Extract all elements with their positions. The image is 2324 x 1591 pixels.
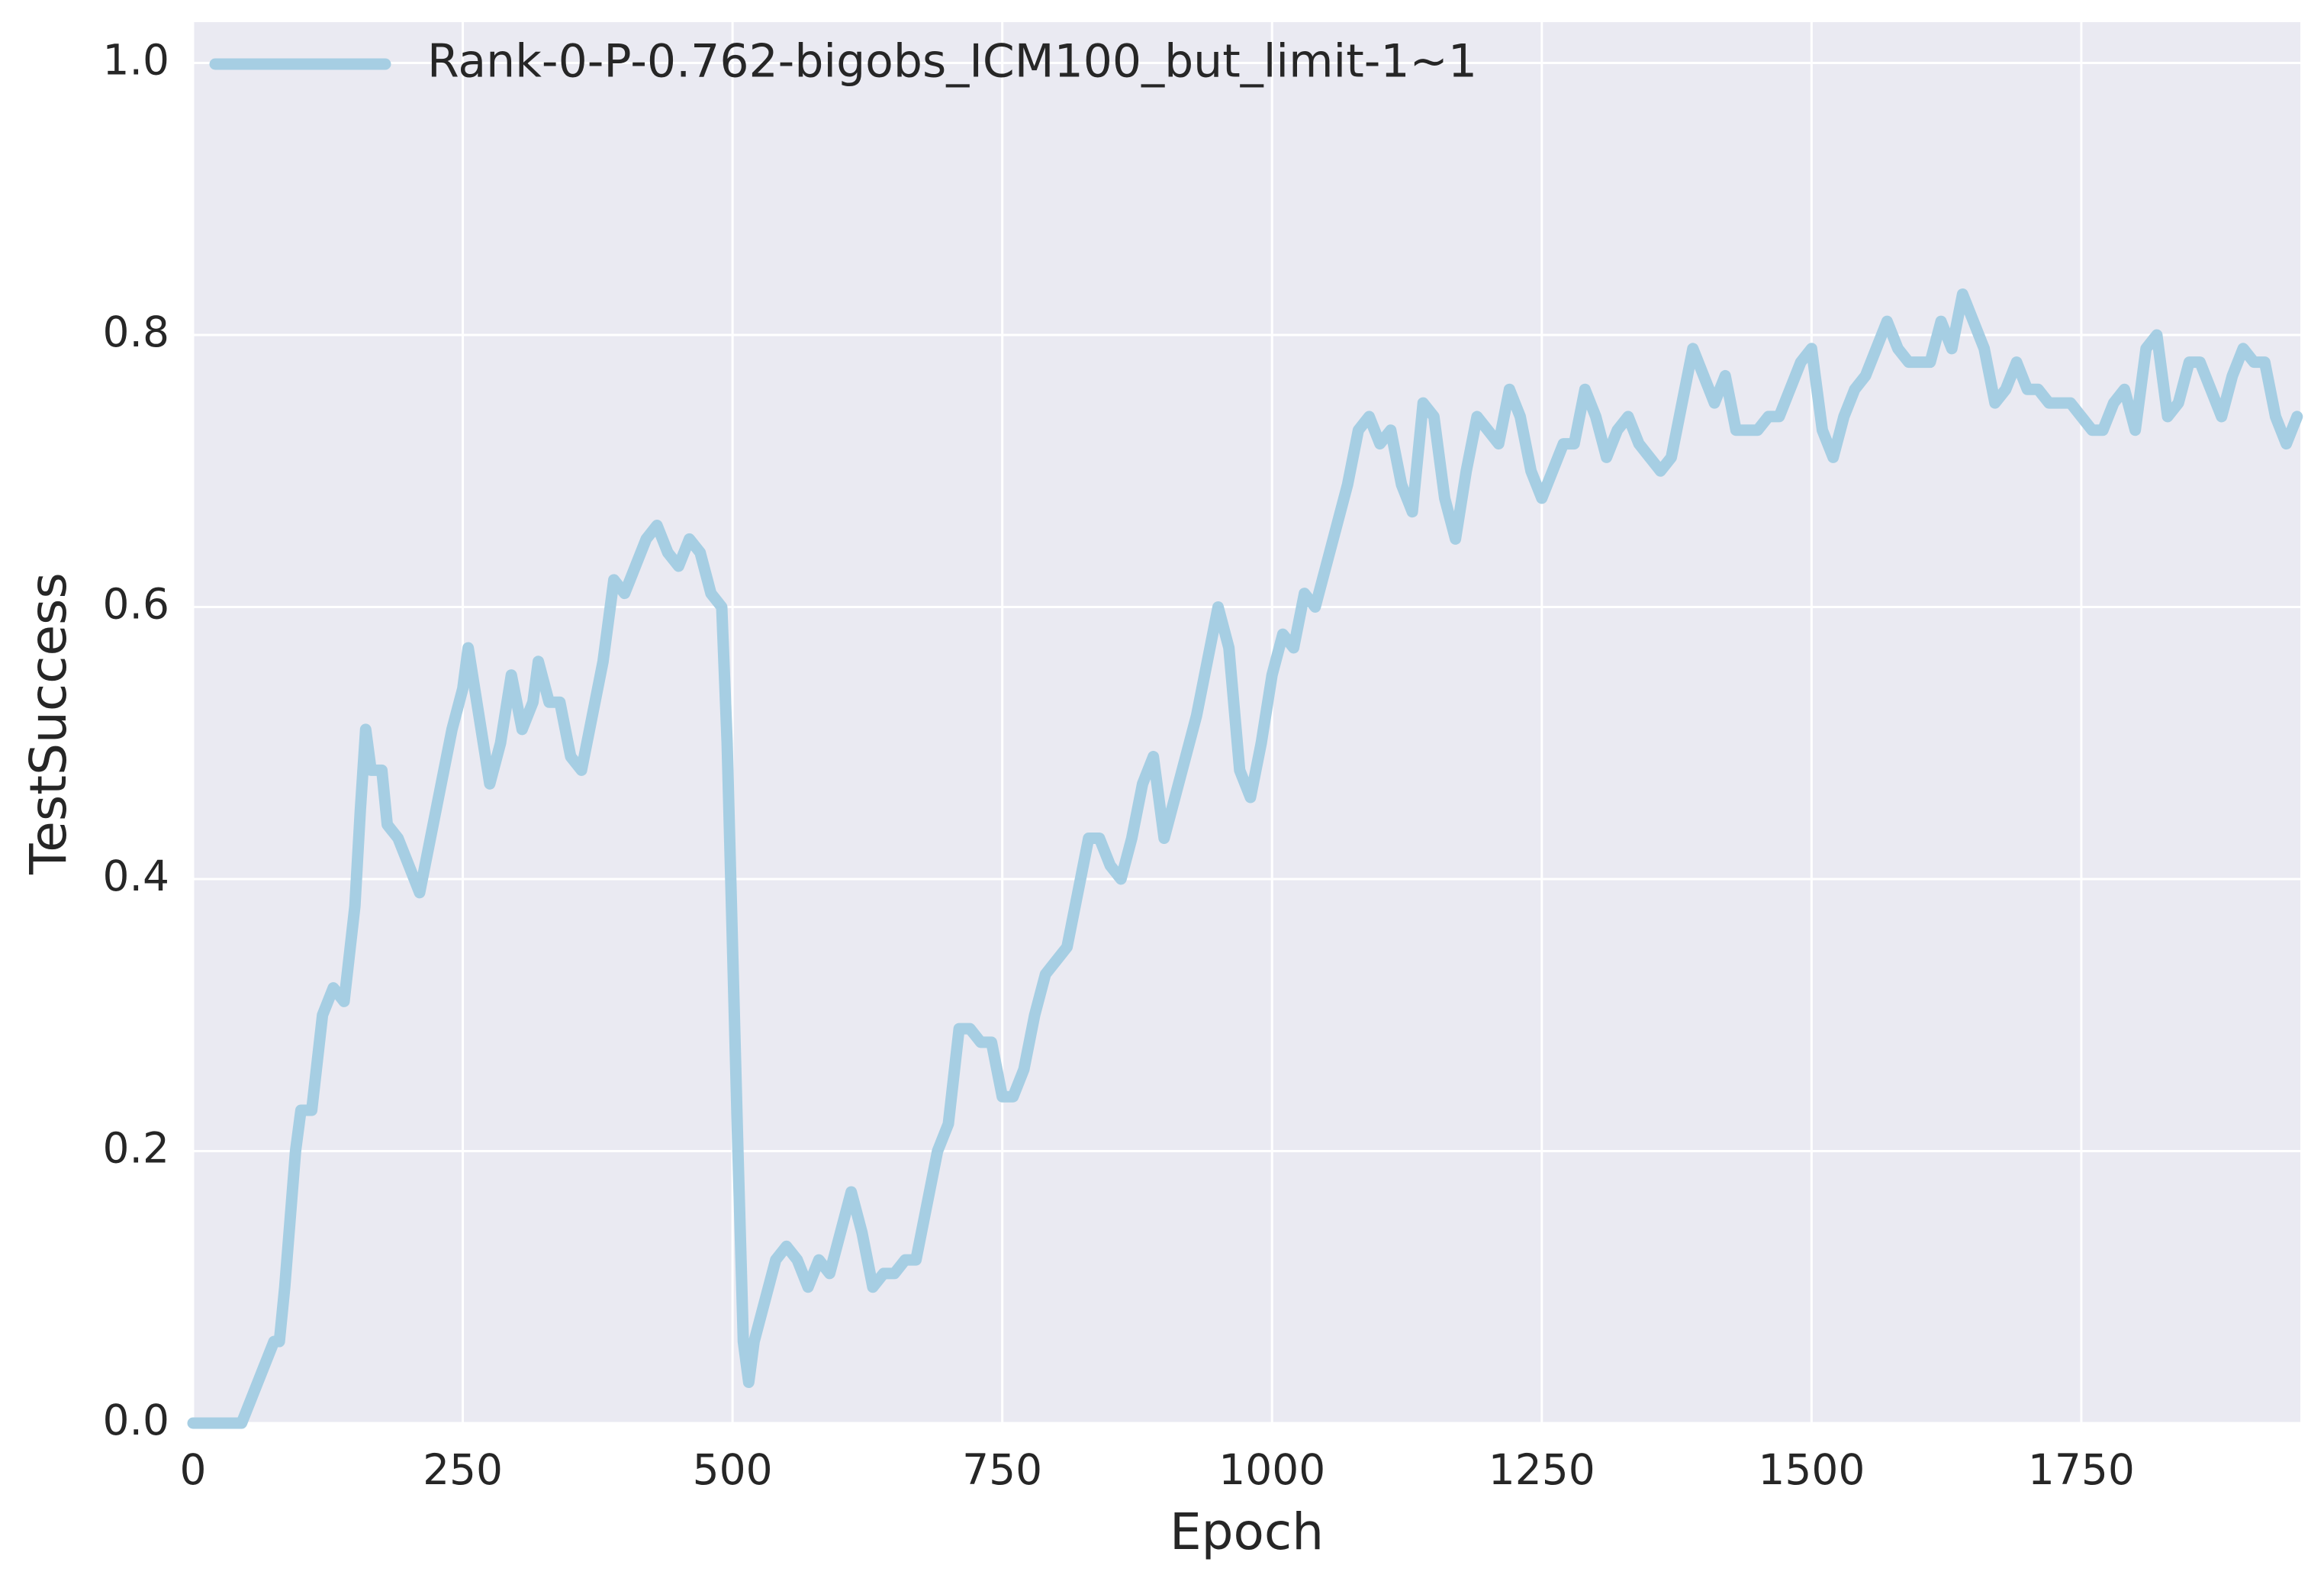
x-tick-label: 250 [423, 1445, 503, 1494]
plot-area [193, 22, 2300, 1423]
x-tick-label: 1250 [1489, 1445, 1595, 1494]
x-axis-label: Epoch [1170, 1502, 1324, 1561]
y-axis-label: TestSuccess [19, 572, 78, 875]
x-tick-label: 500 [693, 1445, 773, 1494]
x-tick-label: 750 [962, 1445, 1042, 1494]
y-tick-label: 0.8 [103, 308, 169, 356]
x-tick-label: 0 [180, 1445, 207, 1494]
x-tick-label: 1500 [1758, 1445, 1865, 1494]
y-tick-label: 0.4 [103, 852, 169, 900]
y-tick-label: 0.2 [103, 1124, 169, 1173]
y-tick-label: 0.0 [103, 1396, 169, 1444]
legend-label: Rank-0-P-0.762-bigobs_ICM100_but_limit-1… [427, 35, 1477, 89]
y-tick-label: 1.0 [103, 36, 169, 85]
x-tick-label: 1000 [1218, 1445, 1325, 1494]
data-line [187, 288, 2303, 1429]
y-tick-label: 0.6 [103, 580, 169, 629]
x-tick-label: 1750 [2028, 1445, 2135, 1494]
